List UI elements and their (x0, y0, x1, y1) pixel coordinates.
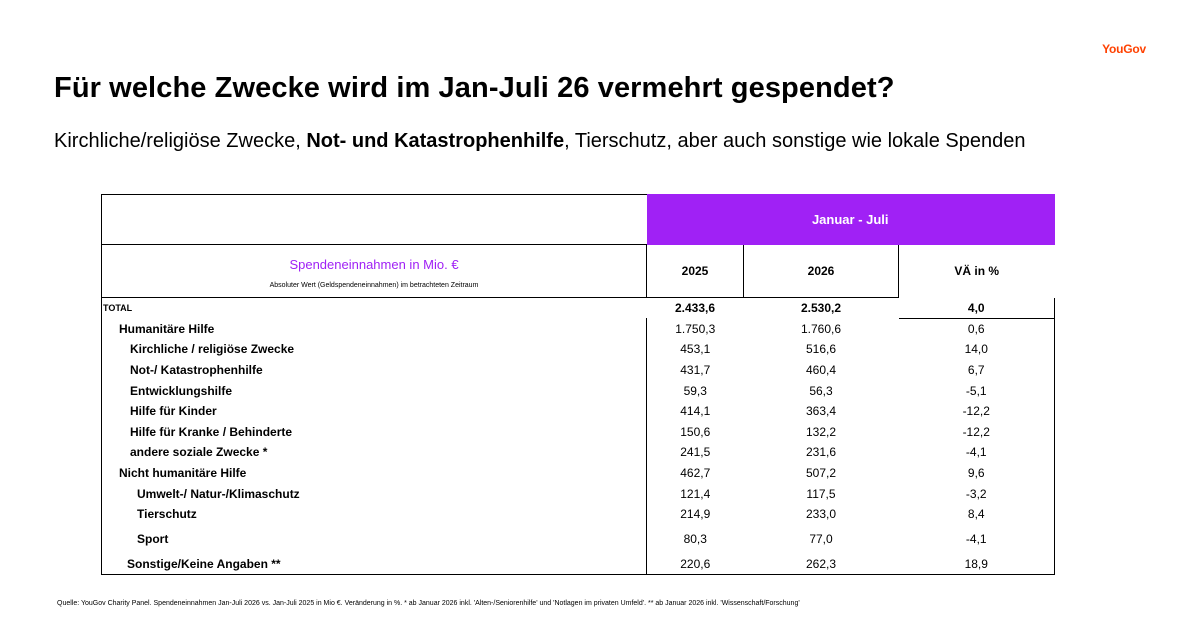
row-change: 14,0 (898, 339, 1055, 360)
subtitle-part2: , Tierschutz, aber auch sonstige wie lok… (564, 130, 1026, 152)
table-row: Kirchliche / religiöse Zwecke 453,1 516,… (101, 339, 1055, 360)
row-label: andere soziale Zwecke * (101, 442, 647, 463)
measure-label: Spendeneinnahmen in Mio. € (289, 257, 459, 272)
row-label: Not-/ Katastrophenhilfe (101, 359, 647, 381)
row-2025: 121,4 (646, 483, 744, 504)
row-change: -12,2 (898, 421, 1055, 443)
table-row: Humanitäre Hilfe 1.750,3 1.760,6 0,6 (101, 318, 1055, 340)
row-label: Humanitäre Hilfe (101, 318, 647, 340)
row-2025: 150,6 (646, 421, 744, 443)
row-change: 0,6 (898, 318, 1055, 340)
row-2026: 363,4 (805, 404, 837, 419)
row-change: 6,7 (898, 359, 1055, 381)
row-label: Entwicklungshilfe (101, 380, 647, 401)
subtitle-part1: Kirchliche/religiöse Zwecke, (54, 130, 307, 152)
row-2025: 453,1 (646, 339, 744, 360)
row-change: 8,4 (898, 503, 1055, 525)
row-label: Tierschutz (101, 503, 647, 525)
row-change: 9,6 (898, 462, 1055, 484)
row-change: -4,1 (898, 524, 1055, 554)
column-header-change: VÄ in % (898, 244, 1055, 298)
table-row: Tierschutz 214,9 233,0 8,4 (101, 503, 1055, 525)
header-blank-cell (101, 194, 647, 245)
table-header-row: Januar - Juli (101, 194, 1055, 245)
row-2026: 262,3 (743, 553, 899, 576)
row-2025: 431,7 (646, 359, 744, 381)
page-title: Für welche Zwecke wird im Jan-Juli 26 ve… (54, 72, 895, 104)
total-2025: 2.433,6 (674, 301, 716, 315)
row-2026: 77,0 (809, 531, 833, 546)
row-2026: 132,2 (805, 424, 837, 439)
row-change: -12,2 (898, 400, 1055, 422)
row-label: Hilfe für Kinder (101, 400, 647, 422)
row-2025: 220,6 (646, 553, 744, 576)
row-change: -5,1 (898, 380, 1055, 401)
row-change: 18,9 (898, 553, 1055, 576)
row-2025: 59,3 (646, 380, 744, 401)
row-2025: 241,5 (646, 442, 744, 463)
row-2026: 460,4 (805, 362, 837, 377)
row-label: Nicht humanitäre Hilfe (101, 462, 647, 484)
table-subheader-row: Spendeneinnahmen in Mio. € Absoluter Wer… (101, 244, 1055, 298)
column-header-2025: 2025 (646, 244, 744, 298)
row-2025: 1.750,3 (646, 318, 744, 340)
total-row: TOTAL 2.433,6 2.530,2 4,0 (101, 297, 1055, 319)
source-footnote: Quelle: YouGov Charity Panel. Spendenein… (57, 600, 800, 607)
table-row: Umwelt-/ Natur-/Klimaschutz 121,4 117,5 … (101, 483, 1055, 504)
table-row: Sonstige/Keine Angaben ** 220,6 262,3 18… (101, 553, 1055, 576)
row-label: Sport (101, 524, 647, 554)
row-label: Kirchliche / religiöse Zwecke (101, 339, 647, 360)
table-row: Not-/ Katastrophenhilfe 431,7 460,4 6,7 (101, 359, 1055, 381)
row-label: Umwelt-/ Natur-/Klimaschutz (101, 483, 647, 504)
measure-label-cell: Spendeneinnahmen in Mio. € Absoluter Wer… (101, 244, 647, 298)
total-label: TOTAL (101, 297, 647, 318)
row-2026: 231,6 (805, 445, 837, 460)
row-2026: 117,5 (806, 486, 836, 501)
total-2026: 2.530,2 (800, 301, 842, 315)
row-2026: 233,0 (805, 507, 837, 522)
row-2025: 80,3 (646, 524, 744, 554)
table-row: Sport 80,3 77,0 -4,1 (101, 524, 1055, 554)
row-2025: 214,9 (646, 503, 744, 525)
row-2026: 507,2 (805, 465, 837, 480)
measure-note: Absoluter Wert (Geldspendeneinnahmen) im… (269, 282, 479, 289)
row-2026: 516,6 (805, 342, 837, 357)
total-change: 4,0 (898, 297, 1055, 319)
row-change: -3,2 (898, 483, 1055, 504)
row-change: -4,1 (898, 442, 1055, 463)
yougov-logo: YouGov (1102, 42, 1146, 56)
row-2026: 1.760,6 (800, 321, 842, 336)
table-row: andere soziale Zwecke * 241,5 231,6 -4,1 (101, 442, 1055, 463)
table-row: Hilfe für Kranke / Behinderte 150,6 132,… (101, 421, 1055, 443)
table-row: Nicht humanitäre Hilfe 462,7 507,2 9,6 (101, 462, 1055, 484)
row-2026: 56,3 (809, 383, 833, 398)
period-header: Januar - Juli (646, 194, 1055, 245)
table-row: Hilfe für Kinder 414,1 363,4 -12,2 (101, 400, 1055, 422)
row-label: Sonstige/Keine Angaben ** (101, 553, 647, 576)
donations-table: Januar - Juli Spendeneinnahmen in Mio. €… (101, 194, 1055, 576)
row-2025: 462,7 (646, 462, 744, 484)
table-row: Entwicklungshilfe 59,3 56,3 -5,1 (101, 380, 1055, 401)
page-subtitle: Kirchliche/religiöse Zwecke, Not- und Ka… (54, 130, 1025, 153)
row-label: Hilfe für Kranke / Behinderte (101, 421, 647, 443)
subtitle-bold: Not- und Katastrophenhilfe (306, 130, 565, 152)
column-header-2026: 2026 (743, 244, 899, 298)
row-2025: 414,1 (646, 400, 744, 422)
